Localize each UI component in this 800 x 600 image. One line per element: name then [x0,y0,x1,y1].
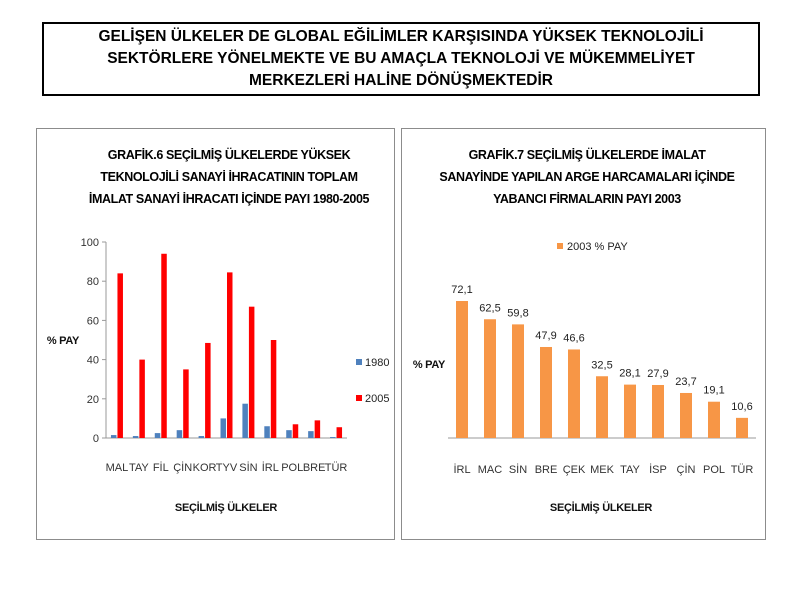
chart2-data-label: 32,5 [591,359,612,371]
chart2-x-tick-label: İSP [649,463,667,476]
chart1-bar-1980 [132,436,139,438]
chart1-x-tick-label: MAL [106,462,129,474]
chart1-bar-2005 [248,306,255,438]
chart2-x-tick-label: POL [703,464,725,476]
chart1-legend-label: 1980 [365,357,389,369]
chart1-bar-1980 [308,431,314,438]
chart1-y-tick-label: 0 [93,433,99,445]
chart1-y-tick-label: 100 [81,237,99,249]
chart2-x-tick-label: ÇEK [563,464,586,476]
chart-panel-export-share: GRAFİK.6 SEÇİLMİŞ ÜLKELERDE YÜKSEK TEKNOL… [36,128,395,540]
chart2-bar [540,346,552,438]
chart2-x-tick-label: İRL [453,463,470,476]
chart1-y-axis-label: % PAY [47,335,80,347]
chart1-bar-1980 [264,426,270,438]
chart1-title-line: İMALAT SANAYİ İHRACATI İÇİNDE PAYI 1980-… [89,191,370,206]
header-box: GELİŞEN ÜLKELER DE GLOBAL EĞİLİMLER KARŞ… [42,22,760,96]
chart1-bar-1980 [110,435,117,438]
header-line-3: MERKEZLERİ HALİNE DÖNÜŞMEKTEDİR [249,72,553,89]
chart2-x-tick-label: MAC [478,464,503,476]
chart1-bar-2005 [336,427,343,438]
chart2-legend-label: 2003 % PAY [567,241,628,253]
chart1-bar-1980 [220,418,226,438]
header-line-1: GELİŞEN ÜLKELER DE GLOBAL EĞİLİMLER KARŞ… [98,28,704,45]
chart1-bar-2005 [227,272,233,438]
chart1-bar-2005 [205,342,211,438]
chart1-title-line: TEKNOLOJİLİ SANAYİ İHRACATININ TOPLAM [100,169,357,184]
chart1-legend-swatch [356,395,362,401]
chart1-x-tick-label: SİN [239,461,257,474]
chart2-title-line: YABANCI FİRMALARIN PAYI 2003 [493,191,681,206]
chart2-title-line: SANAYİNDE YAPILAN ARGE HARCAMALARI İÇİND… [439,169,734,184]
chart2-title-line: GRAFİK.7 SEÇİLMİŞ ÜLKELERDE İMALAT [469,147,707,162]
chart1-x-tick-label: TÜR [325,462,348,474]
chart2-legend-swatch [557,243,563,249]
chart2-bar [736,417,748,438]
chart1-legend-swatch [356,359,362,365]
chart2-data-label: 46,6 [563,332,584,344]
chart1-bar-2005 [270,340,277,438]
chart-export-share-svg: GRAFİK.6 SEÇİLMİŞ ÜLKELERDE YÜKSEK TEKNOL… [47,147,390,514]
chart2-data-label: 62,5 [479,302,500,314]
chart2-x-tick-label: TÜR [731,464,754,476]
chart1-bar-2005 [139,359,145,438]
header-line-2: SEKTÖRLERE YÖNELMEKTE VE BU AMAÇLA TEKNO… [107,50,695,67]
chart2-bar [456,301,468,438]
chart2-data-label: 47,9 [535,330,556,342]
chart1-x-tick-label: ÇİN [173,461,192,474]
chart2-y-axis-label: % PAY [413,359,446,371]
chart1-y-tick-label: 40 [87,355,99,367]
chart1-title-line: GRAFİK.6 SEÇİLMİŞ ÜLKELERDE YÜKSEK [108,147,351,162]
chart1-y-tick-label: 80 [87,276,99,288]
chart1-x-axis-label: SEÇİLMİŞ ÜLKELER [175,501,278,514]
chart2-bar [708,401,720,438]
chart1-bar-1980 [330,437,336,438]
chart1-bar-1980 [242,403,248,438]
chart2-x-tick-label: MEK [590,464,615,476]
chart1-bar-2005 [292,424,299,438]
chart-panel-foreign-rd-share: GRAFİK.7 SEÇİLMİŞ ÜLKELERDE İMALAT SANAYİ… [401,128,766,540]
chart1-x-tick-label: İRL [262,461,279,474]
chart1-x-tick-label: TAY [129,462,149,474]
chart1-bar-2005 [117,273,123,438]
chart2-bar [596,376,608,438]
chart2-data-label: 23,7 [675,376,696,388]
chart1-bar-2005 [183,369,189,438]
chart2-x-tick-label: TAY [620,464,640,476]
chart1-y-tick-label: 60 [87,315,99,327]
chart1-bar-1980 [198,436,205,438]
chart2-bar [680,392,692,438]
chart1-bar-2005 [161,253,167,438]
chart1-x-tick-label: POL [281,462,303,474]
chart1-x-tick-label: KOR [193,462,217,474]
chart-foreign-rd-share-svg: GRAFİK.7 SEÇİLMİŞ ÜLKELERDE İMALAT SANAYİ… [413,147,756,514]
chart1-x-tick-label: BRE [303,462,326,474]
chart2-bar [624,384,636,438]
chart2-x-tick-label: SİN [509,463,527,476]
chart2-bar [512,324,524,438]
chart1-x-tick-label: TYV [216,462,238,474]
chart1-legend-label: 2005 [365,393,389,405]
chart2-data-label: 19,1 [703,385,724,397]
chart2-bar [568,349,580,438]
chart2-bar [652,384,664,438]
chart1-bar-1980 [286,430,292,438]
chart1-y-tick-label: 20 [87,394,99,406]
chart2-x-axis-label: SEÇİLMİŞ ÜLKELER [550,501,653,514]
chart2-x-tick-label: ÇİN [677,463,696,476]
chart2-data-label: 59,8 [507,307,528,319]
chart2-data-label: 10,6 [731,401,752,413]
chart1-bar-1980 [154,433,161,438]
chart2-bar [484,319,496,438]
chart2-x-tick-label: BRE [535,464,558,476]
chart2-data-label: 72,1 [451,284,472,296]
chart1-bar-1980 [176,430,183,438]
chart2-data-label: 28,1 [619,368,640,380]
chart2-data-label: 27,9 [647,368,668,380]
chart1-bar-2005 [314,420,321,438]
chart1-x-tick-label: FİL [153,461,169,474]
